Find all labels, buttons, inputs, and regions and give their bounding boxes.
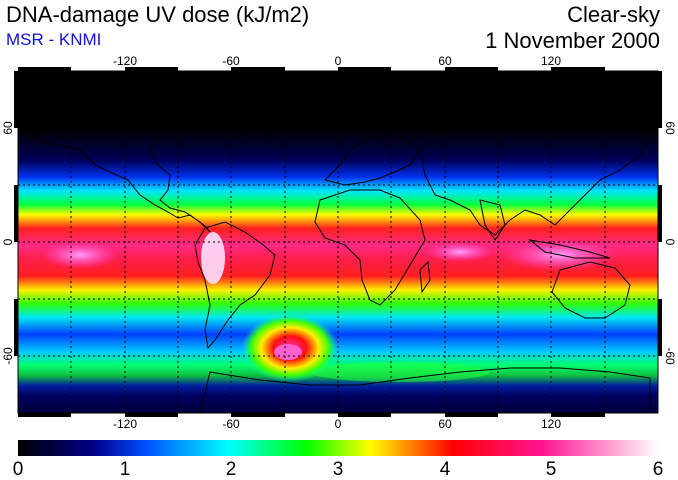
- lon-tick-label: -120: [113, 417, 137, 431]
- lon-tick-label: -60: [222, 54, 240, 68]
- colorbar-tick-label: 1: [120, 459, 131, 480]
- lat-tick-label: 60: [663, 121, 677, 135]
- lat-ticks-right: 60 0 -60: [663, 121, 677, 365]
- colorbar-tick-label: 5: [546, 459, 557, 480]
- lon-ticks-top: -120 -60 0 60 120: [113, 54, 561, 68]
- lon-ticks-bottom: -120 -60 0 60 120: [113, 417, 561, 431]
- frame-scale-bars: [14, 67, 662, 417]
- sky-condition-label: Clear-sky: [567, 2, 660, 27]
- colorbar-tick-label: 0: [13, 459, 24, 480]
- lon-tick-label: -120: [113, 54, 137, 68]
- lat-tick-label: -60: [1, 347, 15, 365]
- colorbar-tick-label: 6: [653, 459, 664, 480]
- lat-tick-label: -60: [663, 347, 677, 365]
- lat-tick-label: 60: [1, 121, 15, 135]
- lon-tick-label: 60: [438, 417, 452, 431]
- lon-tick-label: 0: [335, 417, 342, 431]
- lon-tick-label: 0: [335, 54, 342, 68]
- andes-hotspot: [201, 232, 225, 284]
- lon-tick-label: 60: [438, 54, 452, 68]
- lon-tick-label: 120: [541, 417, 561, 431]
- colorbar-tick-label: 2: [226, 459, 237, 480]
- source-label: MSR - KNMI: [6, 30, 102, 49]
- colorbar: [18, 440, 658, 456]
- tropical-patch: [40, 241, 120, 269]
- colorbar-tick-label: 3: [333, 459, 344, 480]
- lat-tick-label: 0: [1, 238, 15, 245]
- coastlines: [28, 91, 651, 413]
- graticule: [18, 71, 658, 413]
- colorbar-tick-label: 4: [440, 459, 451, 480]
- ozone-hole-core: [274, 344, 302, 360]
- lat-tick-label: 0: [663, 239, 677, 246]
- lon-tick-label: -60: [222, 417, 240, 431]
- lat-ticks-left: 60 0 -60: [1, 121, 15, 365]
- map-title: DNA-damage UV dose (kJ/m2): [6, 2, 310, 27]
- colorbar-labels: 0 1 2 3 4 5 6: [13, 459, 664, 480]
- date-label: 1 November 2000: [485, 28, 660, 53]
- lon-tick-label: 120: [541, 54, 561, 68]
- tropical-patch: [425, 242, 495, 262]
